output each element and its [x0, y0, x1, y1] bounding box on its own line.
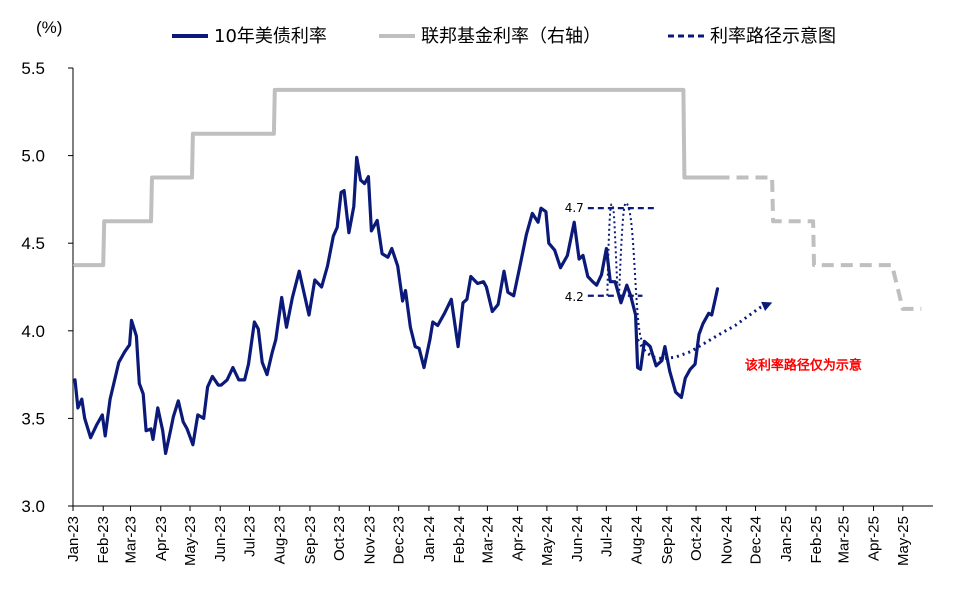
x-tick-label: Feb-24	[451, 516, 468, 564]
x-tick-label: May-23	[182, 516, 199, 566]
legend-fed-funds-label: 联邦基金利率（右轴）	[421, 26, 601, 47]
x-tick-label: Nov-24	[718, 516, 735, 564]
x-tick-label: Jul-23	[241, 516, 258, 557]
legend-rate-path-label: 利率路径示意图	[710, 26, 836, 47]
x-tick-label: Oct-24	[688, 516, 705, 561]
legend-treasury: 10年美债利率	[172, 26, 327, 47]
x-tick-label: May-24	[539, 516, 556, 566]
path-oscillation-1	[606, 202, 621, 298]
y-tick-label: 5.5	[21, 59, 45, 78]
y-axis-unit-label: (%)	[36, 18, 62, 37]
x-tick-label: Feb-25	[808, 516, 825, 564]
y-tick-label: 3.0	[21, 497, 45, 516]
series-fed-funds-projected	[717, 175, 922, 311]
x-tick-label: Jan-24	[421, 516, 438, 562]
x-tick-label: Dec-24	[748, 516, 765, 564]
x-tick-label: Feb-23	[95, 516, 112, 564]
x-tick-label: Nov-23	[361, 516, 378, 564]
path-oscillation-2	[618, 201, 643, 340]
illustration-note: 该利率路径仅为示意	[745, 357, 862, 373]
x-tick-label: Mar-25	[835, 516, 852, 564]
x-tick-label: Dec-23	[391, 516, 408, 564]
x-tick-label: Aug-24	[629, 516, 646, 564]
range-high-label: 4.7	[565, 201, 584, 215]
y-tick-label: 4.5	[21, 234, 45, 253]
y-tick-label: 5.0	[21, 147, 45, 166]
x-tick-label: Apr-25	[866, 516, 883, 561]
x-tick-label: Jun-24	[569, 516, 586, 562]
legend-rate-path: 利率路径示意图	[668, 26, 836, 47]
x-tick-label: May-25	[895, 516, 912, 566]
x-tick-label: Apr-23	[153, 516, 170, 561]
x-tick-label: Apr-24	[510, 516, 527, 561]
x-tick-label: Jan-23	[65, 516, 82, 562]
legend-treasury-label: 10年美债利率	[214, 26, 327, 47]
x-tick-label: Mar-24	[479, 516, 496, 564]
y-axis: 3.0 3.5 4.0 4.5 5.0 5.5	[21, 59, 74, 516]
series-treasury-10y	[73, 155, 720, 455]
y-tick-label: 3.5	[21, 409, 45, 428]
rate-path-arrowhead	[761, 301, 773, 312]
annotations: 4.7 4.2 该利率路径仅为示意	[565, 201, 862, 373]
x-tick-label: Sep-23	[302, 516, 319, 564]
x-tick-label: Oct-23	[331, 516, 348, 561]
x-axis: Jan-23 Feb-23 Mar-23 Apr-23 May-23 Jun-23 Jul-…	[65, 505, 933, 566]
x-tick-label: Jul-24	[598, 516, 615, 557]
range-low-label: 4.2	[565, 290, 584, 304]
series-rate-path	[636, 303, 767, 361]
series-fed-funds	[73, 87, 720, 268]
x-tick-label: Aug-23	[272, 516, 289, 564]
legend-fed-funds: 联邦基金利率（右轴）	[379, 26, 601, 47]
legend: 10年美债利率 联邦基金利率（右轴） 利率路径示意图	[172, 26, 836, 47]
y-tick-label: 4.0	[21, 322, 45, 341]
x-tick-label: Mar-23	[123, 516, 140, 564]
x-tick-label: Jan-25	[778, 516, 795, 562]
x-tick-label: Sep-24	[659, 516, 676, 564]
x-tick-label: Jun-23	[212, 516, 229, 562]
series-lines	[73, 87, 922, 455]
